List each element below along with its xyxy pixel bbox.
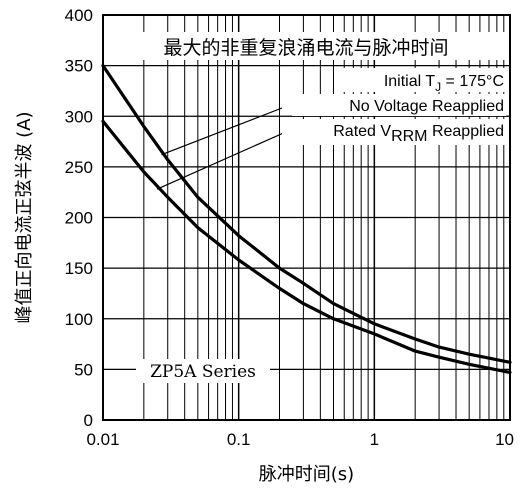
y-tick-label: 150 bbox=[65, 259, 93, 278]
y-tick-label: 200 bbox=[65, 209, 93, 228]
condition-background bbox=[338, 68, 506, 92]
lower-sub: RRM bbox=[391, 128, 427, 145]
series-layer bbox=[101, 63, 512, 374]
x-tick-label: 1 bbox=[370, 430, 379, 449]
x-tick-label: 10 bbox=[495, 430, 514, 449]
y-axis-label: 峰值正向电流正弦半波 (A) bbox=[14, 111, 35, 323]
series-lower-label: Rated VRRM Reapplied bbox=[333, 123, 504, 145]
upper-label-background bbox=[292, 94, 506, 116]
plot-frame bbox=[102, 14, 511, 421]
y-tick-label: 250 bbox=[65, 158, 93, 177]
leader-line-lower bbox=[156, 130, 289, 190]
tick-labels: 0 50 100 150 200 250 300 350 400 0.01 0.1 1 10 bbox=[65, 6, 514, 449]
lower-label-background bbox=[282, 119, 506, 145]
series-tag: ZP5A Series bbox=[150, 362, 256, 382]
y-tick-label: 50 bbox=[74, 360, 93, 379]
series-upper-label: No Voltage Reapplied bbox=[349, 98, 504, 115]
lower-suffix: Reapplied bbox=[428, 123, 505, 140]
condition-prefix: Initial T bbox=[384, 73, 436, 90]
y-tick-label: 350 bbox=[65, 57, 93, 76]
series-tag-background bbox=[136, 359, 270, 383]
x-tick-label: 0.01 bbox=[86, 430, 119, 449]
y-tick-label: 400 bbox=[65, 6, 93, 25]
condition-annotation: Initial TJ = 175°C bbox=[384, 73, 504, 94]
lower-prefix: Rated V bbox=[333, 123, 391, 140]
series-line-no-voltage bbox=[101, 63, 512, 364]
x-tick-label: 0.1 bbox=[227, 430, 251, 449]
y-tick-label: 0 bbox=[84, 411, 93, 430]
annotation-leaders bbox=[156, 107, 289, 190]
condition-sub: J bbox=[435, 80, 441, 94]
y-tick-label: 300 bbox=[65, 107, 93, 126]
title-background bbox=[106, 32, 506, 60]
condition-suffix: = 175°C bbox=[441, 73, 504, 90]
leader-line-upper bbox=[161, 107, 283, 156]
y-tick-label: 100 bbox=[65, 310, 93, 329]
chart-title: 最大的非重复浪涌电流与脉冲时间 bbox=[163, 37, 448, 59]
x-axis-label: 脉冲时间(s) bbox=[259, 464, 354, 485]
series-line-rated-vrrm bbox=[101, 119, 512, 374]
